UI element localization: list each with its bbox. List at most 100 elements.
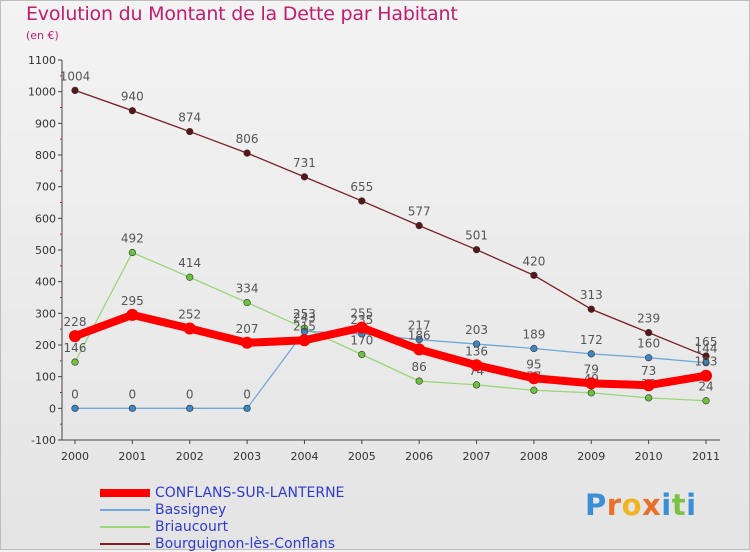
legend-label: Bourguignon-lès-Conflans <box>155 536 336 552</box>
data-point-conflans-sur-lanterne <box>355 321 368 334</box>
data-point-bassigney <box>645 354 653 362</box>
data-point-conflans-sur-lanterne <box>642 379 655 392</box>
data-label-bourguignon-les-conflans: 239 <box>637 312 660 326</box>
x-tick-label: 2001 <box>118 450 146 463</box>
y-tick-label: 600 <box>35 212 56 225</box>
data-label-bassigney: 235 <box>350 313 373 327</box>
data-point-briaucourt <box>645 394 653 402</box>
data-point-conflans-sur-lanterne <box>183 322 196 335</box>
data-label-conflans-sur-lanterne: 207 <box>236 322 259 336</box>
data-label-bourguignon-les-conflans: 940 <box>121 90 144 104</box>
data-label-bourguignon-les-conflans: 731 <box>293 156 316 170</box>
data-label-bourguignon-les-conflans: 313 <box>580 288 603 302</box>
data-point-bassigney <box>587 350 595 358</box>
logo-letter: o <box>621 488 643 522</box>
data-label-briaucourt: 492 <box>121 232 144 246</box>
data-point-bassigney <box>71 404 79 412</box>
data-point-conflans-sur-lanterne <box>126 308 139 321</box>
data-point-bassigney <box>128 404 136 412</box>
logo-letter: t <box>671 488 687 522</box>
data-label-briaucourt: 170 <box>350 334 373 348</box>
logo-letter: i <box>661 488 672 522</box>
data-point-bourguignon-les-conflans <box>645 329 653 337</box>
data-point-briaucourt <box>358 350 366 359</box>
data-point-conflans-sur-lanterne <box>241 336 254 349</box>
data-point-conflans-sur-lanterne <box>298 334 311 347</box>
data-point-briaucourt <box>587 389 595 397</box>
data-label-bassigney: 0 <box>129 387 137 401</box>
y-tick-label: -100 <box>31 434 56 447</box>
series-line-conflans-sur-lanterne <box>71 310 710 390</box>
data-point-conflans-sur-lanterne <box>527 372 540 385</box>
series-line-briaucourt <box>74 251 707 402</box>
x-tick-label: 2009 <box>577 450 605 463</box>
data-label-conflans-sur-lanterne: 136 <box>465 344 488 358</box>
data-point-bassigney <box>472 340 481 348</box>
data-point-briaucourt <box>243 298 251 307</box>
y-tick-label: 1000 <box>28 86 56 99</box>
data-label-bassigney: 243 <box>293 310 316 324</box>
data-label-bourguignon-les-conflans: 420 <box>522 254 545 268</box>
x-tick-label: 2000 <box>61 450 89 463</box>
chart-subtitle: (en €) <box>26 29 59 42</box>
data-point-bourguignon-les-conflans <box>71 86 79 94</box>
data-label-bourguignon-les-conflans: 165 <box>695 335 718 349</box>
data-point-briaucourt <box>128 248 136 257</box>
data-label-bassigney: 160 <box>637 337 660 351</box>
data-point-briaucourt <box>702 397 710 405</box>
data-label-bourguignon-les-conflans: 655 <box>350 180 373 194</box>
data-label-bassigney: 0 <box>243 387 251 401</box>
data-label-conflans-sur-lanterne: 252 <box>178 308 201 322</box>
data-point-bourguignon-les-conflans <box>128 107 136 115</box>
data-point-briaucourt <box>415 377 423 385</box>
data-label-bassigney: 217 <box>408 319 431 333</box>
chart-title: Evolution du Montant de la Dette par Hab… <box>26 3 458 25</box>
legend-label: CONFLANS-SUR-LANTERNE <box>155 485 345 501</box>
y-tick-label: 700 <box>35 181 56 194</box>
data-label-bourguignon-les-conflans: 806 <box>236 132 259 146</box>
y-tick-label: 100 <box>35 371 56 384</box>
data-point-bassigney <box>702 359 710 367</box>
data-label-conflans-sur-lanterne: 95 <box>526 357 541 371</box>
data-point-briaucourt <box>530 386 538 394</box>
data-label-conflans-sur-lanterne: 255 <box>350 307 373 321</box>
logo-letter: P <box>585 488 607 522</box>
data-point-bourguignon-les-conflans <box>530 271 538 279</box>
x-tick-label: 2006 <box>405 450 433 463</box>
data-label-conflans-sur-lanterne: 79 <box>584 362 599 376</box>
legend-label: Bassigney <box>155 502 227 518</box>
data-label-conflans-sur-lanterne: 215 <box>293 319 316 333</box>
data-label-briaucourt: 414 <box>178 256 201 270</box>
data-label-bourguignon-les-conflans: 501 <box>465 229 488 243</box>
data-point-bassigney <box>530 344 538 353</box>
data-label-bourguignon-les-conflans: 1004 <box>60 69 91 83</box>
data-point-bourguignon-les-conflans <box>243 149 251 157</box>
logo-letter: r <box>606 488 622 522</box>
data-label-bassigney: 172 <box>580 333 603 347</box>
x-tick-label: 2011 <box>692 450 720 463</box>
data-point-bourguignon-les-conflans <box>300 173 309 181</box>
y-tick-label: 900 <box>35 117 56 130</box>
x-tick-label: 2002 <box>176 450 204 463</box>
data-label-briaucourt: 24 <box>698 380 713 394</box>
data-label-bassigney: 144 <box>695 342 718 356</box>
data-point-bourguignon-les-conflans <box>587 305 595 313</box>
x-tick-label: 2008 <box>520 450 548 463</box>
data-point-conflans-sur-lanterne <box>700 369 712 382</box>
series-line-bassigney <box>74 330 707 409</box>
y-tick-label: 1100 <box>28 54 56 67</box>
data-point-bourguignon-les-conflans <box>358 197 366 205</box>
data-point-bourguignon-les-conflans <box>472 246 481 254</box>
x-tick-label: 2005 <box>348 450 376 463</box>
legend-swatch <box>100 509 150 511</box>
data-point-conflans-sur-lanterne <box>413 343 426 356</box>
data-label-bassigney: 0 <box>71 387 79 401</box>
data-point-bourguignon-les-conflans <box>415 222 423 230</box>
data-label-bassigney: 203 <box>465 323 488 337</box>
data-point-bassigney <box>186 404 194 412</box>
data-label-bourguignon-les-conflans: 874 <box>178 111 201 125</box>
x-tick-label: 2007 <box>463 450 491 463</box>
data-point-conflans-sur-lanterne <box>69 330 81 343</box>
data-point-briaucourt <box>71 358 79 366</box>
